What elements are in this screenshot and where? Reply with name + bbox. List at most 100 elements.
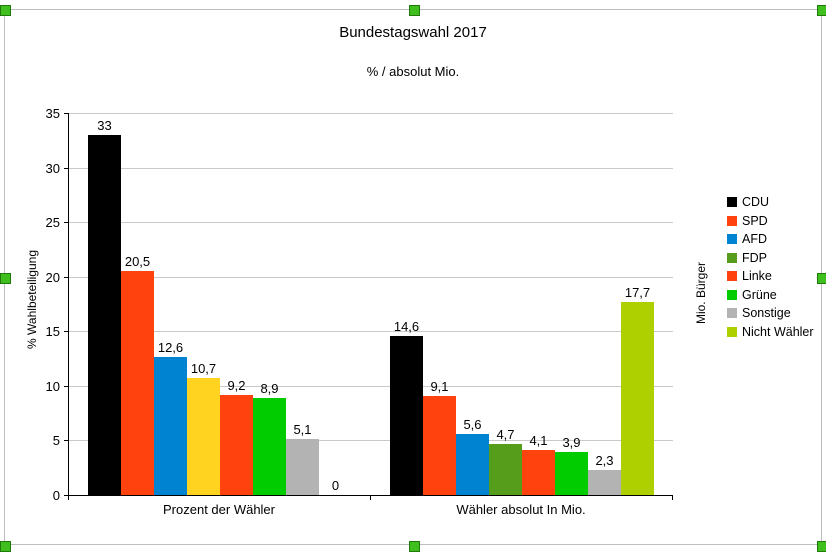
y-tick-label: 0 <box>52 488 60 503</box>
selection-handle-top-left[interactable] <box>0 5 11 16</box>
legend-label: Sonstige <box>742 306 791 320</box>
bar-value-label: 8,9 <box>260 380 279 396</box>
selection-handle-middle-left[interactable] <box>0 273 11 284</box>
category-label-2[interactable]: Wähler absolut In Mio. <box>456 502 586 517</box>
legend-swatch <box>727 252 737 263</box>
chart-subtitle[interactable]: % / absolut Mio. <box>366 64 460 79</box>
gridline-10 <box>69 385 673 387</box>
bar-group-1: 33 20,5 12,6 10,7 9,2 8,9 5,1 0 <box>69 113 371 495</box>
bar-cdu[interactable] <box>88 134 121 495</box>
legend-item-nicht-wähler[interactable]: Nicht Wähler <box>727 324 814 339</box>
bar-value-label: 20,5 <box>124 254 151 270</box>
selection-handle-bottom-right[interactable] <box>817 541 826 552</box>
bar-slot: 5,1 <box>286 113 319 495</box>
bar-slot: 9,1 <box>423 113 456 495</box>
x-tick-mark <box>672 496 673 500</box>
gridline-15 <box>69 331 673 333</box>
legend-item-fdp[interactable]: FDP <box>727 250 814 265</box>
bar-slot: 14,6 <box>390 113 423 495</box>
legend-label: FDP <box>742 250 767 265</box>
bar-value-label: 4,7 <box>496 426 515 442</box>
bar-value-label: 17,7 <box>624 284 651 300</box>
selection-handle-bottom-center[interactable] <box>409 541 420 552</box>
legend-label: Linke <box>742 269 772 283</box>
bar-value-label: 14,6 <box>393 318 420 334</box>
x-tick-mark <box>370 496 371 500</box>
bar-afd[interactable] <box>154 357 187 495</box>
gridline-30 <box>69 167 673 169</box>
bar-slot: 2,3 <box>588 113 621 495</box>
y-tick-mark <box>64 167 68 169</box>
legend-swatch <box>727 215 737 226</box>
y-tick-label: 25 <box>45 215 60 231</box>
bar-value-label: 10,7 <box>190 361 217 377</box>
legend-item-grüne[interactable]: Grüne <box>727 287 814 302</box>
legend-item-sonstige[interactable]: Sonstige <box>727 307 814 320</box>
bar-fdp[interactable] <box>187 378 220 495</box>
chart-title[interactable]: Bundestagswahl 2017 <box>339 24 487 41</box>
bar-value-label: 0 <box>331 478 340 493</box>
bar-slot: 5,6 <box>456 113 489 495</box>
bar-slot: 4,7 <box>489 113 522 495</box>
y-tick-mark <box>64 495 68 496</box>
bar-nicht-wähler[interactable] <box>621 301 654 495</box>
legend[interactable]: CDU SPD AFD FDP Linke Grüne Sonstige Nicht Wähl… <box>727 196 814 338</box>
bar-slot: 17,7 <box>621 113 654 495</box>
legend-swatch <box>727 289 737 300</box>
bar-value-label: 2,3 <box>595 452 614 468</box>
bar-linke[interactable] <box>220 394 253 495</box>
bar-group-2: 14,6 9,1 5,6 4,7 4,1 3,9 2,3 17,7 <box>371 113 673 495</box>
bar-slot: 12,6 <box>154 113 187 495</box>
y-tick-label: 10 <box>45 378 60 394</box>
legend-item-linke[interactable]: Linke <box>727 270 814 283</box>
y-tick-mark <box>64 222 68 224</box>
selection-handle-bottom-left[interactable] <box>0 541 11 552</box>
legend-item-spd[interactable]: SPD <box>727 213 814 228</box>
bar-spd[interactable] <box>423 395 456 495</box>
bar-grüne[interactable] <box>253 397 286 495</box>
legend-label: SPD <box>742 213 768 228</box>
bar-value-label: 4,1 <box>529 433 548 449</box>
legend-label: Nicht Wähler <box>742 324 814 339</box>
selection-handle-top-center[interactable] <box>409 5 420 16</box>
y-tick-label: 30 <box>45 160 60 176</box>
bar-value-label: 3,9 <box>562 435 581 451</box>
x-tick-mark <box>68 496 69 500</box>
bar-afd[interactable] <box>456 433 489 495</box>
secondary-axis-title[interactable]: Mio. Bürger <box>694 262 708 325</box>
y-tick-label: 35 <box>45 106 60 121</box>
y-tick-mark <box>64 331 68 333</box>
legend-label: Grüne <box>742 287 777 302</box>
bar-slot: 4,1 <box>522 113 555 495</box>
y-tick-mark <box>64 385 68 387</box>
bar-slot: 0 <box>319 113 352 495</box>
bar-spd[interactable] <box>121 271 154 495</box>
legend-swatch <box>727 197 737 208</box>
bar-value-label: 9,1 <box>430 378 449 394</box>
bar-slot: 9,2 <box>220 113 253 495</box>
legend-item-cdu[interactable]: CDU <box>727 196 814 209</box>
bar-linke[interactable] <box>522 450 555 495</box>
selection-handle-middle-right[interactable] <box>817 273 826 284</box>
y-tick-label: 20 <box>45 269 60 285</box>
bar-grüne[interactable] <box>555 452 588 495</box>
bar-value-label: 12,6 <box>157 340 184 356</box>
bar-sonstige[interactable] <box>588 469 621 495</box>
category-label-1[interactable]: Prozent der Wähler <box>163 502 275 517</box>
legend-item-afd[interactable]: AFD <box>727 233 814 246</box>
bar-slot: 3,9 <box>555 113 588 495</box>
y-tick-label: 15 <box>45 324 60 340</box>
bar-cdu[interactable] <box>390 335 423 495</box>
bar-fdp[interactable] <box>489 443 522 495</box>
legend-swatch <box>727 234 737 245</box>
bar-sonstige[interactable] <box>286 439 319 495</box>
gridline-5 <box>69 440 673 442</box>
bar-value-label: 5,6 <box>463 416 482 432</box>
y-tick-mark <box>64 113 68 114</box>
y-tick-mark <box>64 440 68 442</box>
bar-slot: 8,9 <box>253 113 286 495</box>
selection-handle-top-right[interactable] <box>817 5 826 16</box>
bar-slot: 20,5 <box>121 113 154 495</box>
legend-swatch <box>727 308 737 319</box>
plot-area: 33 20,5 12,6 10,7 9,2 8,9 5,1 0 14,6 9,1 5,6 4,7 4,1… <box>68 113 673 496</box>
